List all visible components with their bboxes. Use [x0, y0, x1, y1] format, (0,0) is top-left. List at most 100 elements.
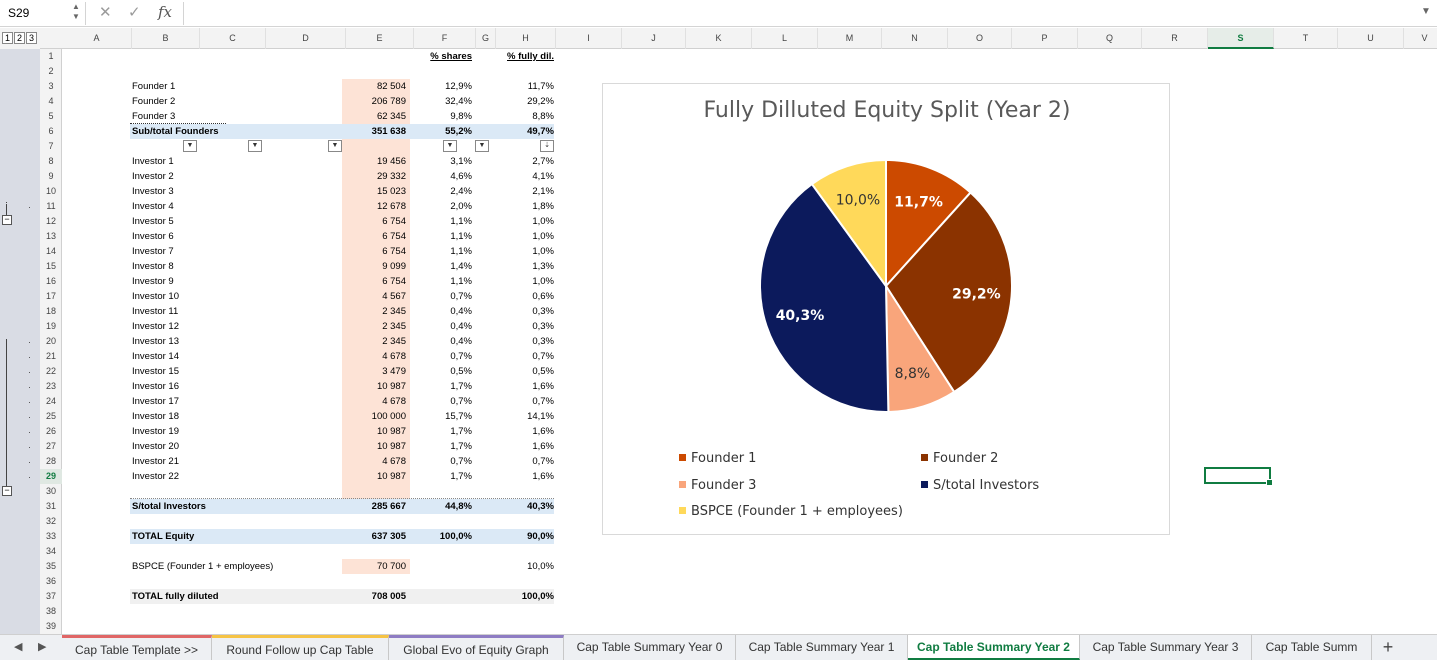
row-number[interactable]: 5 [48, 111, 54, 121]
row-number[interactable]: 25 [45, 411, 56, 421]
row-number[interactable]: 13 [45, 231, 56, 241]
column-header-b[interactable]: B [132, 28, 200, 49]
row-number[interactable]: 11 [46, 201, 56, 211]
name-box[interactable]: S29 ▲ ▼ [0, 2, 86, 25]
sheet-tab[interactable]: Global Evo of Equity Graph [389, 635, 564, 660]
column-header-o[interactable]: O [948, 28, 1012, 49]
row-number[interactable]: 37 [45, 591, 56, 601]
filter-dropdown-button[interactable]: ▼ [475, 140, 489, 152]
row-number[interactable]: 29 [40, 469, 62, 484]
row-number[interactable]: 14 [45, 246, 56, 256]
row-number[interactable]: 35 [45, 561, 56, 571]
row-number[interactable]: 23 [45, 381, 56, 391]
row-number[interactable]: 27 [45, 441, 56, 451]
row-number[interactable]: 19 [45, 321, 56, 331]
legend-entry[interactable]: Founder 2 [921, 451, 998, 466]
pie-slice-4[interactable] [810, 158, 887, 290]
row-number[interactable]: 8 [48, 156, 54, 166]
column-header-g[interactable]: G [476, 28, 496, 49]
outline-level-button[interactable]: 3 [26, 32, 37, 44]
outline-level-button[interactable]: 2 [14, 32, 25, 44]
sheet-tab[interactable]: Cap Table Summary Year 3 [1080, 635, 1252, 660]
column-header-q[interactable]: Q [1078, 28, 1142, 49]
row-number[interactable]: 32 [45, 516, 56, 526]
name-box-stepper-icon[interactable]: ▲ ▼ [72, 2, 80, 21]
sheet-tab[interactable]: Round Follow up Cap Table [212, 635, 389, 660]
row-number[interactable]: 24 [45, 396, 56, 406]
column-header-r[interactable]: R [1142, 28, 1208, 49]
row-number[interactable]: 30 [45, 486, 56, 496]
filter-dropdown-button[interactable]: ▼ [248, 140, 262, 152]
pie-slice-1[interactable] [884, 191, 1013, 394]
row-number[interactable]: 39 [45, 621, 56, 631]
filter-dropdown-button[interactable]: ⇣ [540, 140, 554, 152]
sheet-tab[interactable]: Cap Table Summ [1252, 635, 1372, 660]
filter-dropdown-button[interactable]: ▼ [183, 140, 197, 152]
column-header-j[interactable]: J [622, 28, 686, 49]
row-number[interactable]: 7 [48, 141, 54, 151]
next-sheet-icon[interactable]: ▶ [38, 641, 47, 653]
row-number[interactable]: 22 [45, 366, 56, 376]
formula-input[interactable] [183, 2, 1413, 25]
row-number[interactable]: 33 [45, 531, 56, 541]
row-number[interactable]: 36 [45, 576, 56, 586]
row-number[interactable]: 34 [45, 546, 56, 556]
prev-sheet-icon[interactable]: ◀ [14, 641, 23, 653]
filter-dropdown-button[interactable]: ▼ [328, 140, 342, 152]
collapse-group-button[interactable]: − [2, 486, 12, 496]
column-header-e[interactable]: E [346, 28, 414, 49]
column-header-f[interactable]: F [414, 28, 476, 49]
column-header-h[interactable]: H [496, 28, 556, 49]
column-header-n[interactable]: N [882, 28, 948, 49]
column-header-u[interactable]: U [1338, 28, 1404, 49]
row-number[interactable]: 10 [45, 186, 56, 196]
row-number[interactable]: 17 [45, 291, 56, 301]
pie-slice-0[interactable] [885, 158, 972, 289]
row-number[interactable]: 3 [48, 81, 54, 91]
sheet-tab[interactable]: Cap Table Summary Year 1 [736, 635, 908, 660]
column-header-t[interactable]: T [1274, 28, 1338, 49]
row-number[interactable]: 21 [45, 351, 56, 361]
pie-slice-3[interactable] [759, 182, 890, 413]
row-number[interactable]: 12 [45, 216, 56, 226]
row-number[interactable]: 6 [48, 126, 54, 136]
pie-chart[interactable]: Fully Dilluted Equity Split (Year 2) 11,… [602, 83, 1170, 535]
row-number[interactable]: 9 [48, 171, 54, 181]
formula-expand-icon[interactable]: ▼ [1421, 6, 1431, 17]
column-header-v[interactable]: V [1404, 28, 1437, 49]
row-number[interactable]: 31 [45, 501, 56, 511]
cancel-icon[interactable]: ✕ [99, 4, 112, 21]
legend-entry[interactable]: Founder 1 [679, 451, 756, 466]
legend-entry[interactable]: S/total Investors [921, 478, 1039, 493]
row-number[interactable]: 15 [45, 261, 56, 271]
row-number[interactable]: 4 [48, 96, 54, 106]
column-header-p[interactable]: P [1012, 28, 1078, 49]
worksheet[interactable]: % shares % fully dil. Founder 1 82 504 12,… [62, 49, 1437, 634]
row-number[interactable]: 1 [48, 51, 54, 61]
confirm-icon[interactable]: ✓ [128, 4, 141, 21]
row-number[interactable]: 16 [45, 276, 56, 286]
outline-level-button[interactable]: 1 [2, 32, 13, 44]
column-header-k[interactable]: K [686, 28, 752, 49]
function-icon[interactable]: fx [158, 3, 173, 21]
selected-cell[interactable] [1204, 467, 1273, 486]
collapse-group-button[interactable]: − [2, 215, 12, 225]
row-number[interactable]: 28 [45, 456, 56, 466]
sheet-tab[interactable]: Cap Table Summary Year 2 [908, 635, 1080, 660]
sheet-tab[interactable]: Cap Table Template >> [62, 635, 212, 660]
column-header-s[interactable]: S [1208, 28, 1274, 49]
column-header-c[interactable]: C [200, 28, 266, 49]
add-sheet-button[interactable]: + [1382, 637, 1394, 657]
sheet-tab[interactable]: Cap Table Summary Year 0 [564, 635, 736, 660]
column-header-i[interactable]: I [556, 28, 622, 49]
row-number[interactable]: 38 [45, 606, 56, 616]
filter-dropdown-button[interactable]: ▼ [443, 140, 457, 152]
row-number[interactable]: 18 [45, 306, 56, 316]
column-header-m[interactable]: M [818, 28, 882, 49]
column-header-l[interactable]: L [752, 28, 818, 49]
legend-entry[interactable]: Founder 3 [679, 478, 756, 493]
legend-entry[interactable]: BSPCE (Founder 1 + employees) [679, 504, 903, 519]
row-number[interactable]: 2 [48, 66, 54, 76]
row-number[interactable]: 20 [45, 336, 56, 346]
column-header-d[interactable]: D [266, 28, 346, 49]
